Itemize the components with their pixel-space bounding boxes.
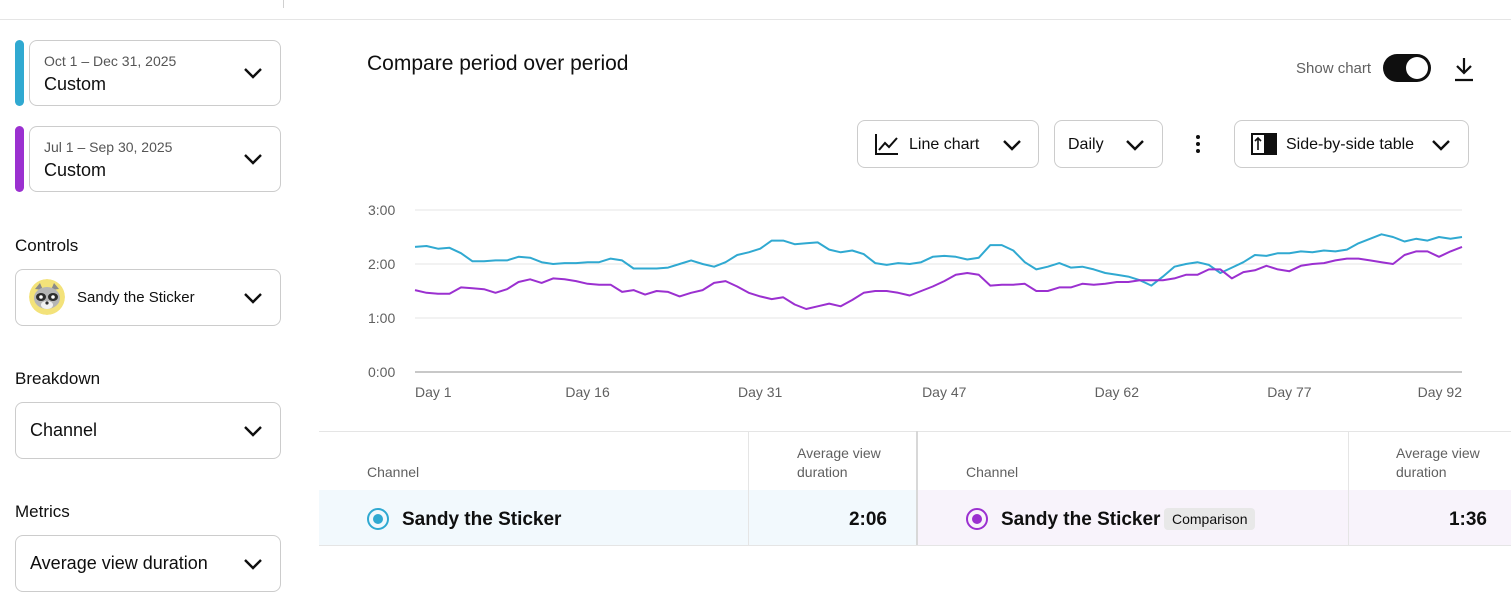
controls-label: Controls bbox=[15, 236, 79, 255]
col-header-metric-line1: Average view bbox=[1396, 445, 1480, 461]
controls-channel-value: Sandy the Sticker bbox=[77, 289, 195, 306]
chevron-down-icon bbox=[244, 559, 262, 570]
period-1-kind: Custom bbox=[44, 74, 107, 94]
toggle-knob bbox=[1406, 57, 1428, 79]
x-tick-label: Day 31 bbox=[738, 384, 783, 400]
page-title: Compare period over period bbox=[367, 52, 629, 75]
col-divider bbox=[748, 431, 749, 545]
show-chart-label: Show chart bbox=[1296, 60, 1372, 77]
table-mode-label: Side-by-side table bbox=[1286, 136, 1415, 153]
period-1-color-bar bbox=[15, 40, 24, 106]
chevron-down-icon bbox=[244, 68, 262, 79]
comparison-table: Channel Average view duration Channel Av… bbox=[319, 431, 1511, 546]
x-tick-label: Day 47 bbox=[922, 384, 967, 400]
chevron-down-icon bbox=[1126, 140, 1144, 151]
period-2-range: Jul 1 – Sep 30, 2025 bbox=[44, 139, 173, 155]
chevron-down-icon bbox=[244, 426, 262, 437]
x-tick-label: Day 62 bbox=[1095, 384, 1140, 400]
table-top-border bbox=[319, 431, 1511, 432]
period-2-dropdown[interactable]: Jul 1 – Sep 30, 2025 Custom bbox=[29, 126, 281, 192]
comparison-badge: Comparison bbox=[1164, 508, 1256, 530]
breakdown-select[interactable]: Channel bbox=[15, 402, 281, 459]
period-1-picker[interactable]: Oct 1 – Dec 31, 2025 Custom bbox=[15, 40, 281, 106]
col-header-channel-comparison[interactable]: Channel bbox=[966, 464, 1019, 480]
y-tick-label: 0:00 bbox=[368, 364, 395, 380]
y-tick-label: 2:00 bbox=[368, 256, 395, 272]
line-chart: 0:00 1:00 2:00 3:00 Day 1 Day 16 Day 31 Day 47 D… bbox=[368, 202, 1463, 400]
radio-dot bbox=[972, 514, 982, 524]
chevron-down-icon bbox=[1003, 140, 1021, 151]
top-divider bbox=[0, 19, 1511, 20]
metrics-select[interactable]: Average view duration bbox=[15, 535, 281, 592]
metrics-label: Metrics bbox=[15, 502, 70, 521]
line-chart-icon bbox=[875, 134, 898, 155]
chart-type-dropdown[interactable]: Line chart bbox=[857, 120, 1039, 168]
table-bottom-border bbox=[319, 545, 1511, 546]
show-chart-toggle[interactable] bbox=[1383, 54, 1431, 82]
chart-type-label: Line chart bbox=[909, 136, 980, 153]
row-metric-value: 2:06 bbox=[848, 509, 887, 530]
series-radio-comparison[interactable] bbox=[966, 508, 988, 530]
side-divider bbox=[916, 431, 918, 545]
table-mode-dropdown[interactable]: Side-by-side table bbox=[1234, 120, 1469, 168]
interval-dropdown[interactable]: Daily bbox=[1054, 120, 1163, 168]
col-divider bbox=[1348, 431, 1349, 545]
series-line-comparison[interactable] bbox=[414, 245, 1463, 310]
col-header-metric-line2: duration bbox=[1396, 464, 1447, 480]
chevron-down-icon bbox=[1432, 140, 1450, 151]
col-header-metric-line1: Average view bbox=[797, 445, 881, 461]
radio-dot bbox=[373, 514, 383, 524]
x-tick-label: Day 1 bbox=[415, 384, 452, 400]
metrics-value: Average view duration bbox=[30, 553, 208, 573]
table-row-current[interactable] bbox=[319, 490, 916, 545]
col-header-metric[interactable]: Average view duration bbox=[797, 444, 881, 482]
x-tick-label: Day 16 bbox=[565, 384, 610, 400]
controls-channel-select[interactable]: Sandy the Sticker bbox=[15, 269, 281, 326]
interval-label: Daily bbox=[1068, 136, 1104, 153]
breakdown-value: Channel bbox=[30, 420, 98, 440]
period-2-picker[interactable]: Jul 1 – Sep 30, 2025 Custom bbox=[15, 126, 281, 192]
row-channel-name-comparison: Sandy the Sticker bbox=[1001, 509, 1161, 530]
series-line-current[interactable] bbox=[414, 233, 1463, 287]
row-metric-value-comparison: 1:36 bbox=[1448, 509, 1487, 530]
side-by-side-table-icon bbox=[1251, 133, 1277, 155]
x-tick-label: Day 92 bbox=[1418, 384, 1463, 400]
period-1-dropdown[interactable]: Oct 1 – Dec 31, 2025 Custom bbox=[29, 40, 281, 106]
col-header-metric-line2: duration bbox=[797, 464, 848, 480]
download-icon[interactable] bbox=[1452, 55, 1476, 83]
col-header-metric-comparison[interactable]: Average view duration bbox=[1396, 444, 1480, 482]
period-2-kind: Custom bbox=[44, 160, 107, 180]
x-tick-label: Day 77 bbox=[1267, 384, 1312, 400]
row-channel-name: Sandy the Sticker bbox=[402, 509, 562, 530]
series-radio-current[interactable] bbox=[367, 508, 389, 530]
chevron-down-icon bbox=[244, 293, 262, 304]
breakdown-label: Breakdown bbox=[15, 369, 101, 388]
chevron-down-icon bbox=[244, 154, 262, 165]
y-tick-label: 3:00 bbox=[368, 202, 395, 218]
more-options-icon[interactable] bbox=[1189, 133, 1207, 155]
period-1-range: Oct 1 – Dec 31, 2025 bbox=[44, 53, 177, 69]
col-header-channel[interactable]: Channel bbox=[367, 464, 420, 480]
raccoon-avatar-icon bbox=[29, 279, 65, 315]
period-2-color-bar bbox=[15, 126, 24, 192]
y-tick-label: 1:00 bbox=[368, 310, 395, 326]
top-vertical-divider bbox=[283, 0, 284, 8]
